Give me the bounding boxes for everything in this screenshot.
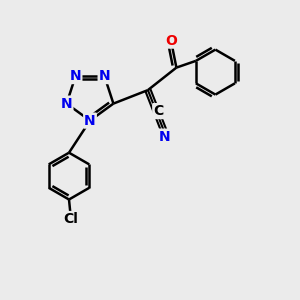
Text: N: N	[159, 130, 170, 144]
Text: O: O	[165, 34, 177, 48]
Text: N: N	[99, 69, 110, 83]
Text: C: C	[153, 104, 164, 118]
Text: N: N	[61, 97, 72, 111]
Text: Cl: Cl	[63, 212, 78, 226]
Text: N: N	[70, 69, 81, 83]
Text: N: N	[84, 114, 96, 128]
